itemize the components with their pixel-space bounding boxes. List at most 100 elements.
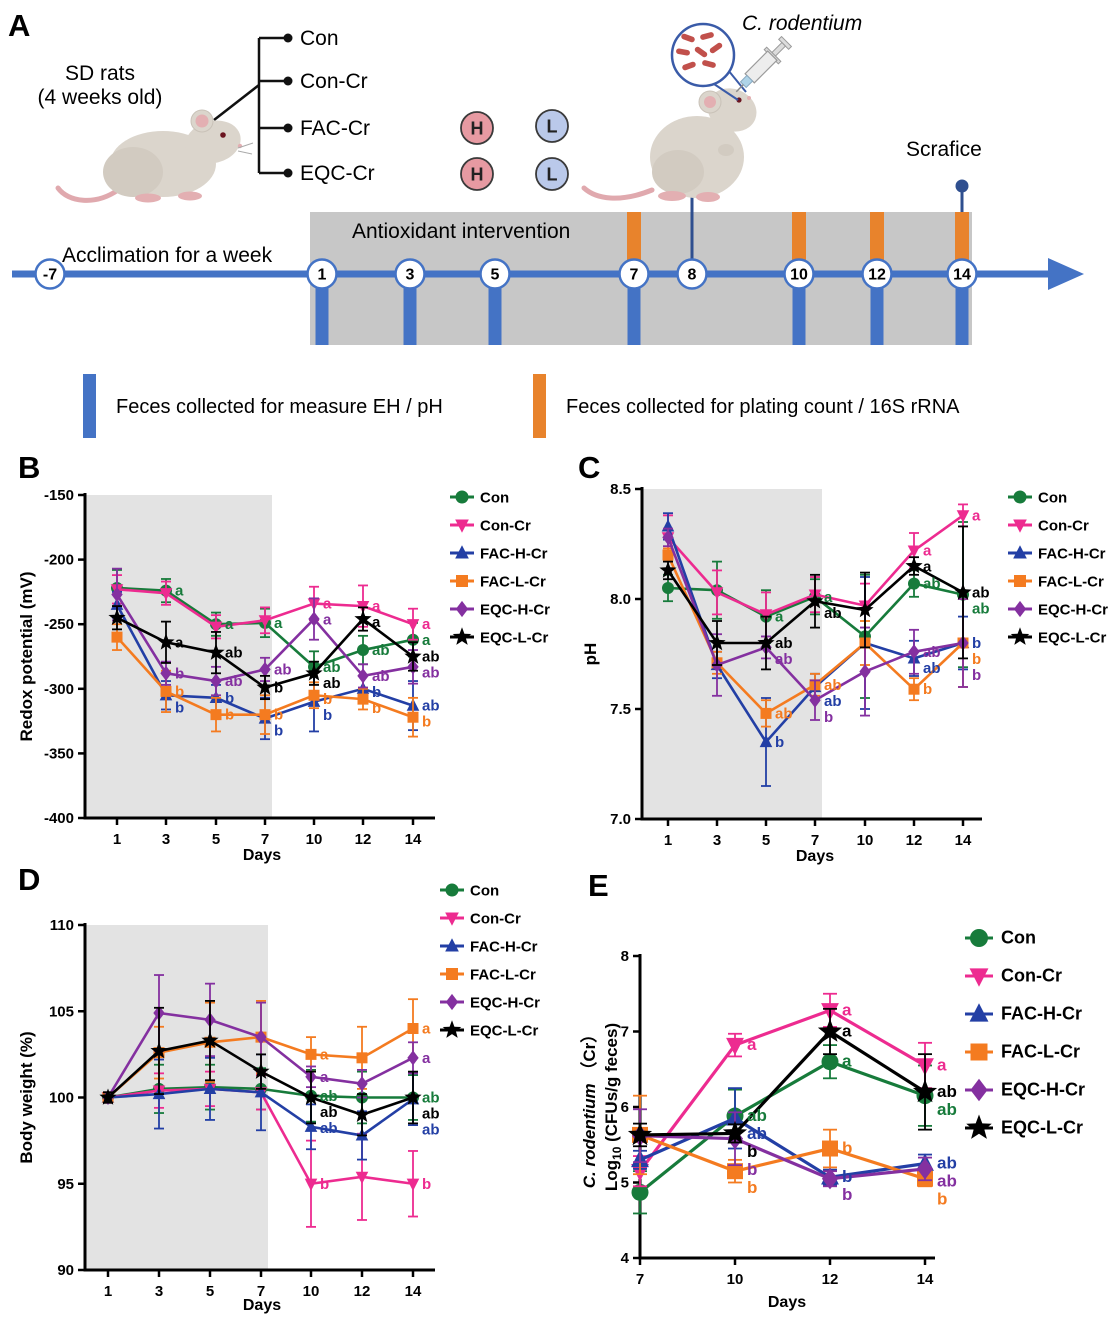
series-EQC-L-Cr: [108, 605, 422, 701]
significance-letter: b: [323, 691, 332, 708]
legend-item-EQC-L-Cr: EQC-L-Cr: [1008, 627, 1106, 647]
y-axis-title: Redox potential (mV): [17, 571, 36, 741]
intervention-label: Antioxidant intervention: [352, 220, 571, 243]
legend-label: EQC-L-Cr: [1038, 630, 1106, 647]
triangle-down-marker: [406, 1178, 420, 1191]
bacterium-icon: [709, 42, 723, 54]
triangle-down-marker: [355, 1171, 369, 1185]
significance-letter: b: [824, 709, 833, 726]
significance-letter: ab: [320, 1104, 338, 1121]
star-marker: [404, 647, 422, 664]
triangle-up-marker: [455, 545, 469, 559]
x-tick-label: 1: [664, 832, 672, 849]
y-tick-label: -200: [44, 552, 74, 569]
significance-letter: a: [422, 632, 431, 649]
high-dose-letter: H: [471, 119, 484, 139]
significance-letter: b: [747, 1142, 757, 1161]
panel-a-label: A: [8, 8, 31, 43]
x-tick-label: 1: [113, 831, 121, 848]
group-branch-dot: [283, 33, 293, 43]
y-tick-label: -300: [44, 681, 74, 698]
square-marker: [446, 968, 458, 980]
legend-label: FAC-L-Cr: [470, 967, 536, 984]
star-marker: [353, 1105, 371, 1122]
significance-letter: a: [824, 589, 833, 606]
legend-item-EQC-H-Cr: EQC-H-Cr: [965, 1078, 1085, 1102]
subject-line2: (4 weeks old): [37, 86, 163, 109]
subject-line1: SD rats: [64, 62, 135, 85]
star-marker: [150, 1041, 168, 1059]
significance-letter: b: [320, 1176, 329, 1193]
x-tick-label: 14: [405, 831, 422, 848]
c-rodentium-label: C. rodentium: [742, 12, 863, 35]
star-marker: [1010, 627, 1030, 645]
x-tick-label: 14: [405, 1283, 422, 1300]
diamond-marker: [445, 993, 459, 1011]
x-tick-label: 5: [206, 1283, 214, 1300]
x-tick-label: 3: [155, 1283, 163, 1300]
significance-letter: ab: [320, 1120, 338, 1137]
significance-letter: ab: [274, 661, 292, 678]
plating-sample-bar: [870, 212, 884, 272]
star-marker: [354, 610, 372, 627]
significance-letter: ab: [422, 649, 440, 666]
panel-c-label: C: [578, 450, 601, 485]
legend-label: Con-Cr: [1038, 518, 1089, 535]
square-marker: [407, 1023, 419, 1034]
y-tick-label: 7.5: [610, 701, 631, 718]
y-axis-title-line2: Log10 (CFUs/g feces): [602, 1023, 624, 1191]
significance-letter: a: [175, 583, 184, 600]
square-marker: [727, 1163, 743, 1180]
legend-item-Con-Cr: Con-Cr: [440, 911, 521, 928]
significance-letter: b: [972, 635, 981, 652]
diamond-marker: [455, 600, 469, 618]
y-tick-label: -400: [44, 810, 74, 827]
group-label: Con-Cr: [300, 70, 368, 93]
timeline-day-circle: [861, 258, 893, 290]
triangle-down-marker: [710, 587, 724, 600]
y-axis-title: Body weight (%): [17, 1031, 36, 1163]
significance-letter: ab: [923, 644, 941, 661]
timeline-day-number: 3: [406, 267, 415, 284]
significance-letter: b: [323, 707, 332, 724]
star-marker: [954, 583, 972, 600]
group-branch-dot: [283, 123, 293, 133]
significance-letter: b: [175, 699, 184, 716]
significance-letter: a: [175, 634, 184, 651]
legend-label: EQC-H-Cr: [1038, 602, 1108, 619]
star-marker: [305, 664, 323, 681]
x-tick-label: 12: [354, 1283, 371, 1300]
significance-letter: a: [372, 614, 381, 631]
star-marker: [905, 557, 923, 574]
star-marker: [302, 1088, 320, 1105]
x-tick-label: 14: [917, 1271, 934, 1288]
legend-label: EQC-H-Cr: [1001, 1080, 1085, 1100]
y-tick-label: -150: [44, 487, 74, 504]
y-tick-label: 100: [49, 1090, 74, 1107]
circle-marker: [631, 1183, 649, 1201]
significance-letter: a: [372, 598, 381, 615]
timeline-day-circle: [479, 258, 511, 290]
triangle-down-marker: [304, 1178, 318, 1191]
x-tick-label: 12: [906, 832, 923, 849]
y-tick-label: 8.0: [610, 591, 631, 608]
star-marker: [912, 1079, 938, 1103]
legend-label: EQC-L-Cr: [470, 1023, 538, 1040]
star-marker: [99, 1088, 117, 1105]
triangle-up-marker: [969, 1003, 989, 1022]
panel-d-label: D: [18, 862, 41, 897]
y-tick-label: 7.0: [610, 811, 631, 828]
significance-letter: ab: [422, 1122, 440, 1139]
triangle-down-marker: [209, 621, 223, 634]
timeline-day-circle: [946, 258, 978, 290]
star-marker: [108, 608, 126, 625]
square-marker: [456, 575, 468, 587]
significance-letter: ab: [937, 1172, 957, 1191]
legend-label: EQC-L-Cr: [1001, 1118, 1083, 1138]
event-pin-dot: [955, 179, 969, 193]
timeline-day-number: 12: [868, 267, 886, 284]
significance-letter: b: [372, 700, 381, 717]
series-EQC-L-Cr: [627, 1007, 938, 1148]
star-marker: [157, 633, 175, 650]
legend-item-EQC-L-Cr: EQC-L-Cr: [440, 1020, 538, 1040]
